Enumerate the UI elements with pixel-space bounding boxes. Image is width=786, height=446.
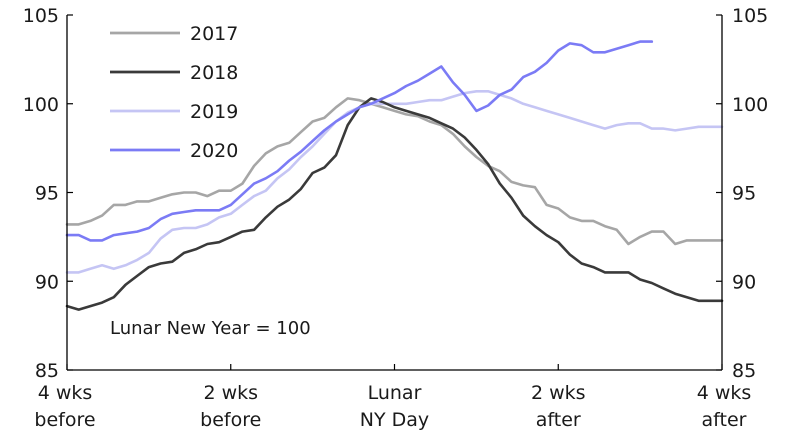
right-y-tick-label: 90 [732, 271, 756, 293]
x-tick-label-line1: 2 wks [531, 382, 586, 404]
left-y-tick-label: 90 [35, 271, 59, 293]
legend-label-2017: 2017 [190, 23, 238, 45]
x-tick-label-line1: 2 wks [203, 382, 258, 404]
x-tick-label-line1: 4 wks [38, 382, 93, 404]
series-line-2017 [65, 97, 724, 246]
x-tick-label-line1: Lunar [368, 382, 422, 404]
left-y-tick-label: 100 [23, 94, 59, 116]
left-y-tick-label: 105 [23, 5, 59, 27]
x-tick-label-line1: 4 wks [697, 382, 752, 404]
x-tick-label-line2: before [34, 409, 95, 431]
right-y-tick-label: 85 [732, 360, 756, 382]
series-lines [65, 40, 724, 311]
legend-label-2018: 2018 [190, 62, 238, 84]
right-y-tick-label: 95 [732, 183, 756, 205]
series-line-2020 [65, 40, 654, 242]
annotation-text: Lunar New Year = 100 [110, 318, 311, 339]
left-y-tick-label: 95 [35, 183, 59, 205]
axes: 85 85 90 90 95 95 100 100 105 105 4 wks before 2 wks… [23, 5, 769, 431]
right-y-tick-label: 105 [732, 5, 768, 27]
left-y-tick-label: 85 [35, 360, 59, 382]
legend-label-2019: 2019 [190, 101, 238, 123]
x-tick-label-line2: before [200, 409, 261, 431]
legend: 2017 2018 2019 2020 [110, 23, 238, 162]
series-line-2019 [65, 90, 724, 274]
right-y-tick-label: 100 [732, 94, 768, 116]
series-line-2018 [65, 97, 724, 311]
x-tick-label-line2: NY Day [360, 409, 429, 431]
x-tick-label-line2: after [702, 409, 747, 431]
legend-label-2020: 2020 [190, 140, 238, 162]
x-tick-label-line2: after [536, 409, 581, 431]
